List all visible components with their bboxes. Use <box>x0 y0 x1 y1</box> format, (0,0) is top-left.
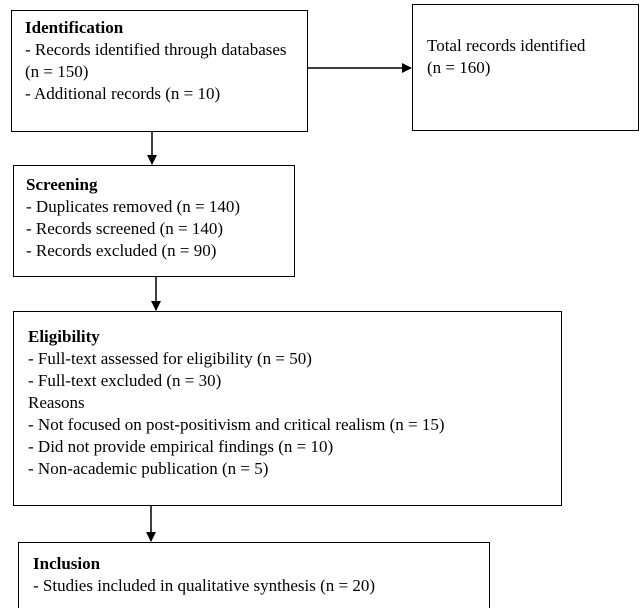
inclusion-studies-included: - Studies included in qualitative synthe… <box>33 576 375 595</box>
eligibility-reasons-heading: Reasons <box>28 393 85 412</box>
screening-records-excluded: - Records excluded (n = 90) <box>26 241 217 260</box>
eligibility-box: Eligibility - Full-text assessed for eli… <box>13 311 562 506</box>
eligibility-reason-non-academic: - Non-academic publication (n = 5) <box>28 459 269 478</box>
inclusion-box: Inclusion - Studies included in qualitat… <box>18 542 490 608</box>
inclusion-title: Inclusion <box>33 554 101 573</box>
eligibility-reason-no-empirical: - Did not provide empirical findings (n … <box>28 437 334 456</box>
screening-records-screened: - Records screened (n = 140) <box>26 219 223 238</box>
screening-title: Screening <box>26 175 98 194</box>
total-records-box: Total records identified (n = 160) <box>412 4 639 131</box>
total-records-count: (n = 160) <box>427 58 491 77</box>
identification-records-databases: - Records identified through databases (… <box>25 40 287 81</box>
total-records-label: Total records identified <box>427 36 586 55</box>
identification-title: Identification <box>25 18 124 37</box>
eligibility-title: Eligibility <box>28 327 100 346</box>
eligibility-reason-not-focused: - Not focused on post-positivism and cri… <box>28 415 445 434</box>
identification-box: Identification - Records identified thro… <box>11 10 308 132</box>
screening-box: Screening - Duplicates removed (n = 140)… <box>13 165 295 277</box>
eligibility-fulltext-excluded: - Full-text excluded (n = 30) <box>28 371 222 390</box>
identification-additional-records: - Additional records (n = 10) <box>25 84 221 103</box>
eligibility-fulltext-assessed: - Full-text assessed for eligibility (n … <box>28 349 312 368</box>
screening-duplicates-removed: - Duplicates removed (n = 140) <box>26 197 240 216</box>
